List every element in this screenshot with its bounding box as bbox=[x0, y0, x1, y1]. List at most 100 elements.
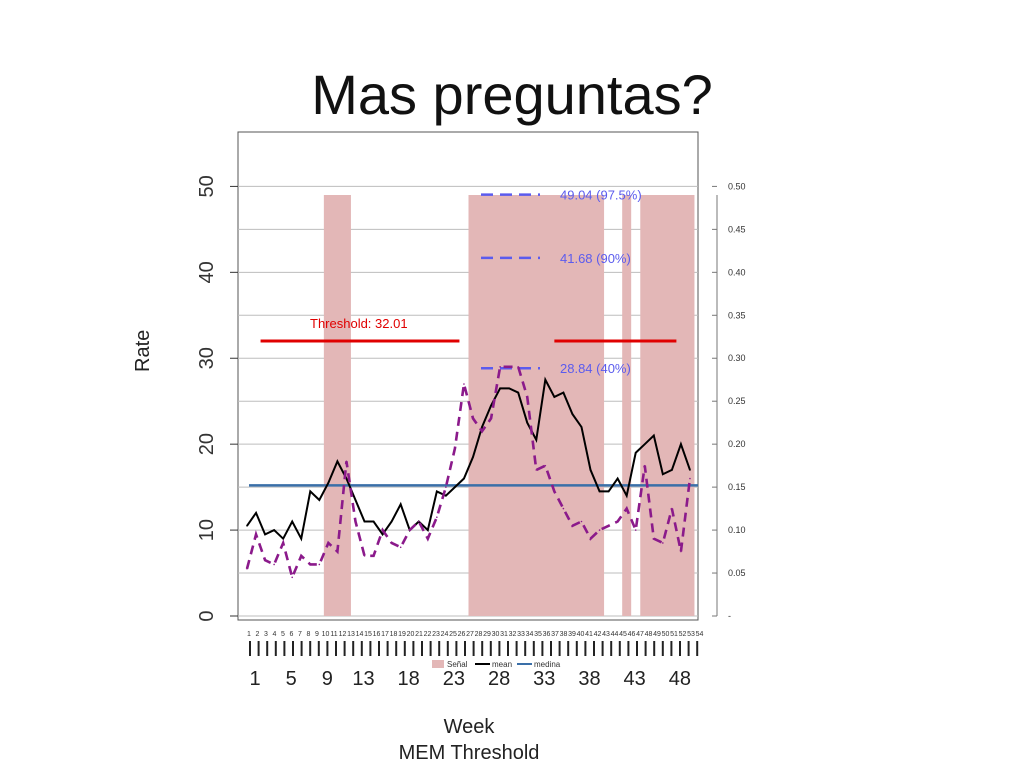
week-tick-label: 47 bbox=[636, 631, 644, 638]
lower-tick-label: 48 bbox=[669, 668, 691, 690]
dashed-point bbox=[689, 477, 691, 480]
week-tick-label: 45 bbox=[619, 631, 627, 638]
week-tick-label: 4 bbox=[273, 631, 277, 638]
week-tick-label: 49 bbox=[653, 631, 661, 638]
dashed-point bbox=[436, 516, 438, 518]
dashed-point bbox=[535, 469, 538, 471]
mean-point bbox=[607, 490, 610, 493]
week-tick-label: 46 bbox=[628, 631, 636, 638]
mean-point bbox=[634, 451, 637, 454]
lower-tick-label: 18 bbox=[398, 668, 420, 690]
dashed-point bbox=[553, 490, 556, 493]
y-tick-label: 40 bbox=[196, 261, 218, 283]
y-tick-label: 10 bbox=[196, 519, 218, 541]
week-tick-label: 33 bbox=[517, 631, 525, 638]
dashed-point bbox=[345, 460, 348, 463]
week-tick-label: 25 bbox=[449, 631, 457, 638]
dashed-point bbox=[508, 366, 510, 368]
mean-point bbox=[472, 456, 474, 458]
week-tick-label: 30 bbox=[492, 631, 500, 638]
dashed-point bbox=[327, 542, 330, 544]
dashed-point bbox=[481, 430, 483, 433]
mean-point bbox=[436, 490, 438, 493]
week-tick-label: 3 bbox=[264, 631, 268, 638]
dashed-point bbox=[598, 529, 601, 531]
week-tick-label: 37 bbox=[551, 631, 559, 638]
lower-tick-label: 38 bbox=[578, 668, 600, 690]
y2-tick-label: - bbox=[728, 611, 731, 621]
dashed-point bbox=[445, 486, 447, 488]
threshold-label: Threshold: 32.01 bbox=[310, 316, 408, 331]
dashed-point bbox=[282, 542, 284, 544]
dashed-point bbox=[589, 537, 592, 540]
dashed-point bbox=[372, 555, 375, 557]
mean-point bbox=[680, 443, 682, 445]
y2-tick-label: 0.50 bbox=[728, 181, 746, 191]
mean-point bbox=[264, 533, 266, 536]
y-tick-label: 20 bbox=[196, 433, 218, 455]
mean-point bbox=[571, 413, 574, 415]
signal-band bbox=[622, 195, 632, 616]
dashed-point bbox=[454, 447, 456, 450]
dashed-point bbox=[300, 555, 303, 557]
week-tick-label: 20 bbox=[407, 631, 415, 638]
mean-point bbox=[662, 473, 664, 476]
week-tick-label: 27 bbox=[466, 631, 474, 638]
mean-point bbox=[246, 524, 248, 527]
dashed-point bbox=[390, 542, 393, 544]
mean-point bbox=[580, 426, 583, 428]
week-tick-label: 8 bbox=[307, 631, 311, 638]
mean-point bbox=[544, 378, 547, 381]
legend-label-band: Señal bbox=[447, 660, 468, 669]
mean-point bbox=[643, 443, 646, 445]
week-tick-label: 40 bbox=[577, 631, 585, 638]
y2-tick-label: 0.45 bbox=[728, 224, 746, 234]
week-tick-label: 9 bbox=[315, 631, 319, 638]
week-tick-label: 36 bbox=[543, 631, 551, 638]
y2-tick-label: 0.15 bbox=[728, 482, 746, 492]
y2-tick-label: 0.40 bbox=[728, 267, 746, 277]
dashed-point bbox=[354, 520, 357, 523]
week-tick-label: 43 bbox=[602, 631, 610, 638]
mean-point bbox=[399, 503, 402, 506]
dashed-point bbox=[309, 563, 312, 566]
intensity-level-label: 41.68 (90%) bbox=[560, 251, 631, 266]
legend-label-mean: mean bbox=[492, 660, 512, 669]
signal-band bbox=[640, 195, 695, 616]
week-tick-label: 35 bbox=[534, 631, 542, 638]
dashed-point bbox=[291, 576, 294, 579]
dashed-point bbox=[490, 417, 492, 420]
week-tick-label: 38 bbox=[560, 631, 568, 638]
dashed-point bbox=[526, 396, 529, 398]
week-tick-label: 14 bbox=[356, 631, 364, 638]
week-tick-label: 34 bbox=[526, 631, 534, 638]
week-tick-label: 29 bbox=[483, 631, 491, 638]
lower-tick-label: 9 bbox=[322, 668, 333, 690]
dashed-point bbox=[580, 520, 583, 523]
y2-tick-label: 0.10 bbox=[728, 525, 746, 535]
mean-point bbox=[526, 421, 529, 424]
mean-point bbox=[671, 469, 673, 471]
week-tick-label: 42 bbox=[594, 631, 602, 638]
week-tick-label: 2 bbox=[256, 631, 260, 638]
dashed-point bbox=[680, 550, 682, 553]
lower-tick-label: 23 bbox=[443, 668, 465, 690]
week-tick-label: 48 bbox=[645, 631, 653, 638]
week-tick-label: 17 bbox=[381, 631, 389, 638]
mean-point bbox=[463, 477, 465, 480]
mean-point bbox=[327, 482, 330, 484]
dashed-point bbox=[273, 563, 275, 566]
dashed-point bbox=[381, 529, 384, 531]
y2-tick-label: 0.05 bbox=[728, 568, 746, 578]
dashed-point bbox=[427, 537, 429, 540]
week-tick-label: 44 bbox=[611, 631, 619, 638]
mean-point bbox=[300, 537, 303, 540]
series-dashed-line bbox=[245, 365, 692, 582]
mean-point bbox=[553, 396, 556, 398]
dashed-point bbox=[671, 507, 673, 510]
dashed-point bbox=[417, 520, 420, 523]
week-tick-label: 31 bbox=[500, 631, 508, 638]
legend-swatch-band bbox=[432, 660, 444, 668]
mean-point bbox=[562, 391, 565, 394]
